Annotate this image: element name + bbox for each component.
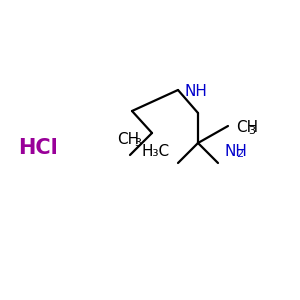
- Text: NH: NH: [184, 85, 207, 100]
- Text: CH: CH: [236, 121, 258, 136]
- Text: CH: CH: [117, 133, 139, 148]
- Text: 3: 3: [134, 138, 141, 148]
- Text: NH: NH: [224, 143, 247, 158]
- Text: 3: 3: [248, 126, 255, 136]
- Text: HCl: HCl: [18, 138, 58, 158]
- Text: H₃C: H₃C: [142, 143, 170, 158]
- Text: 2: 2: [236, 149, 243, 159]
